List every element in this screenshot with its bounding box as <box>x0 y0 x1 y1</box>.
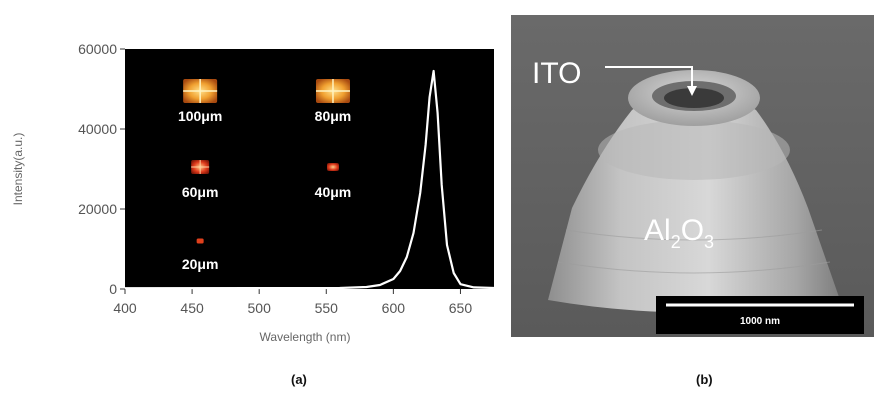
x-tick-label: 500 <box>248 300 272 316</box>
x-tick-label: 550 <box>315 300 339 316</box>
x-axis-title: Wavelength (nm) <box>260 330 351 344</box>
y-axis: 0 20000 40000 60000 <box>78 41 125 297</box>
caption-b: (b) <box>696 372 713 387</box>
caption-a: (a) <box>291 372 307 387</box>
sem-image: ITO Al2O3 1000 nm <box>511 15 874 337</box>
pixel-emitter <box>196 238 204 244</box>
y-tick-label: 40000 <box>78 121 117 137</box>
scale-bar-label: 1000 nm <box>740 316 780 327</box>
x-tick-label: 450 <box>180 300 204 316</box>
pixel-emitter <box>326 163 339 171</box>
x-tick-label: 400 <box>113 300 137 316</box>
spectrum-series-line <box>124 69 495 290</box>
inset-40μm: 40μm <box>315 163 352 200</box>
y-tick-label: 20000 <box>78 201 117 217</box>
inset-80μm: 80μm <box>315 79 352 124</box>
inset-20μm: 20μm <box>182 238 219 272</box>
inset-size-label: 80μm <box>315 108 352 124</box>
ito-arrow <box>605 66 693 90</box>
inset-pixel-images: 100μm 80μm 60μm 40μm 20μm <box>178 79 351 272</box>
inset-size-label: 60μm <box>182 184 219 200</box>
x-tick-label: 600 <box>382 300 406 316</box>
ito-label: ITO <box>532 57 581 90</box>
y-tick-label: 60000 <box>78 41 117 57</box>
x-tick-label: 650 <box>449 300 473 316</box>
inset-100μm: 100μm <box>178 79 222 124</box>
ito-opening <box>664 88 724 108</box>
y-tick-label: 0 <box>109 281 117 297</box>
inset-size-label: 40μm <box>315 184 352 200</box>
arrow-head-icon <box>687 86 697 96</box>
scale-bar-box <box>656 296 864 334</box>
inset-size-label: 100μm <box>178 108 222 124</box>
x-axis: 400 450 500 550 600 650 <box>113 289 472 316</box>
plot-area <box>125 49 494 289</box>
inset-60μm: 60μm <box>182 160 219 200</box>
inset-size-label: 20μm <box>182 256 219 272</box>
al2o3-label: Al2O3 <box>644 214 714 252</box>
y-axis-title: Intensity(a.u.) <box>11 133 25 206</box>
